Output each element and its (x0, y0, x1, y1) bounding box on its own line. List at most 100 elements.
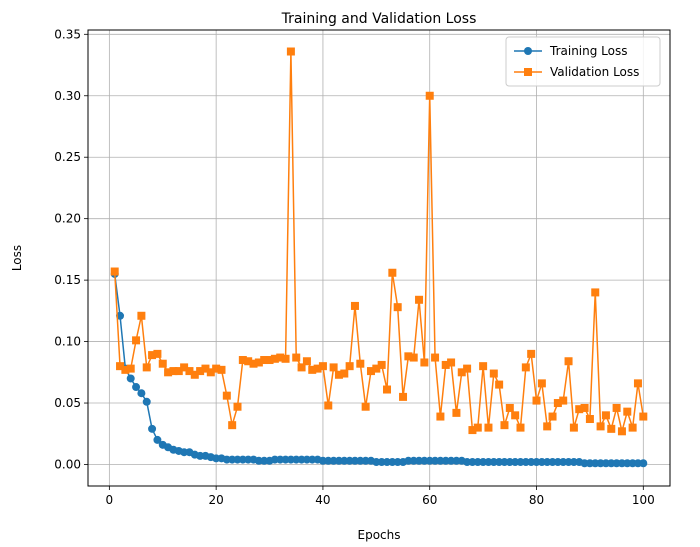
data-point (569, 423, 578, 432)
data-point (185, 367, 194, 376)
data-point (633, 379, 642, 388)
data-point (366, 367, 375, 376)
data-point (265, 356, 274, 365)
y-tick-label: 0.20 (54, 212, 81, 226)
data-point (431, 353, 440, 362)
data-point (377, 360, 386, 369)
data-point (270, 354, 279, 363)
data-point (404, 352, 413, 361)
data-point (361, 402, 370, 411)
legend-item: Validation Loss (514, 65, 639, 79)
data-point (350, 301, 359, 310)
data-point (484, 423, 493, 432)
data-point (548, 412, 557, 421)
chart-title: Training and Validation Loss (281, 11, 477, 27)
data-point (537, 379, 546, 388)
data-point (164, 368, 173, 377)
data-point (628, 423, 637, 432)
data-point (116, 362, 125, 371)
data-point (388, 268, 397, 277)
data-point (457, 368, 466, 377)
data-point (383, 385, 392, 394)
data-point (334, 370, 343, 379)
data-point (575, 405, 584, 414)
data-point (286, 47, 295, 56)
data-point (174, 367, 183, 376)
data-point (495, 380, 504, 389)
data-point (415, 295, 424, 304)
data-point (121, 365, 130, 374)
data-point (196, 367, 205, 376)
data-point (228, 421, 237, 430)
data-point (169, 367, 178, 376)
data-point (532, 396, 541, 405)
data-point (489, 369, 498, 378)
legend-label: Validation Loss (550, 65, 639, 79)
y-tick-label: 0.05 (54, 396, 81, 410)
data-point (473, 423, 482, 432)
data-point (607, 424, 616, 433)
data-point (543, 422, 552, 431)
x-tick-label: 0 (106, 493, 114, 507)
y-tick-label: 0.00 (54, 457, 81, 471)
data-point (142, 363, 151, 372)
data-point (276, 353, 285, 362)
data-point (212, 364, 221, 373)
data-point (441, 360, 450, 369)
data-point (190, 370, 199, 379)
data-point (142, 397, 151, 406)
data-point (158, 359, 167, 368)
data-point (372, 364, 381, 373)
data-point (559, 396, 568, 405)
x-tick-label: 40 (315, 493, 330, 507)
data-point (249, 359, 258, 368)
data-point (505, 403, 514, 412)
legend: Training Loss Validation Loss (505, 36, 661, 87)
data-point (244, 357, 253, 366)
data-point (233, 402, 242, 411)
data-point (318, 362, 327, 371)
data-point (393, 303, 402, 312)
data-point (511, 411, 520, 420)
data-point (564, 357, 573, 366)
data-point (137, 389, 146, 398)
data-point (126, 374, 135, 383)
x-tick-label: 20 (209, 493, 224, 507)
data-point (356, 359, 365, 368)
data-point (591, 288, 600, 297)
plot-area-frame (87, 29, 671, 487)
data-point (639, 459, 648, 468)
data-point (617, 427, 626, 436)
data-point (345, 362, 354, 371)
data-point (468, 426, 477, 435)
data-point (516, 423, 525, 432)
data-point (601, 411, 610, 420)
data-point (463, 364, 472, 373)
data-point (201, 364, 210, 373)
legend-marker (524, 68, 532, 76)
data-point (292, 353, 301, 362)
data-point (420, 358, 429, 367)
data-point (132, 383, 141, 392)
data-point (553, 399, 562, 408)
data-point (612, 403, 621, 412)
y-tick-label: 0.10 (54, 335, 81, 349)
data-point (436, 412, 445, 421)
data-point (425, 91, 434, 100)
data-point (238, 356, 247, 365)
data-point (527, 349, 536, 358)
data-point (302, 357, 311, 366)
data-point (260, 356, 269, 365)
data-point (479, 362, 488, 371)
data-point (329, 363, 338, 372)
data-point (148, 351, 157, 360)
series-validation-loss (110, 47, 648, 436)
data-point (409, 353, 418, 362)
data-point (639, 412, 648, 421)
data-point (500, 421, 509, 430)
data-point (340, 369, 349, 378)
legend-item: Training Loss (514, 44, 627, 58)
x-tick-label: 80 (529, 493, 544, 507)
data-point (585, 415, 594, 424)
